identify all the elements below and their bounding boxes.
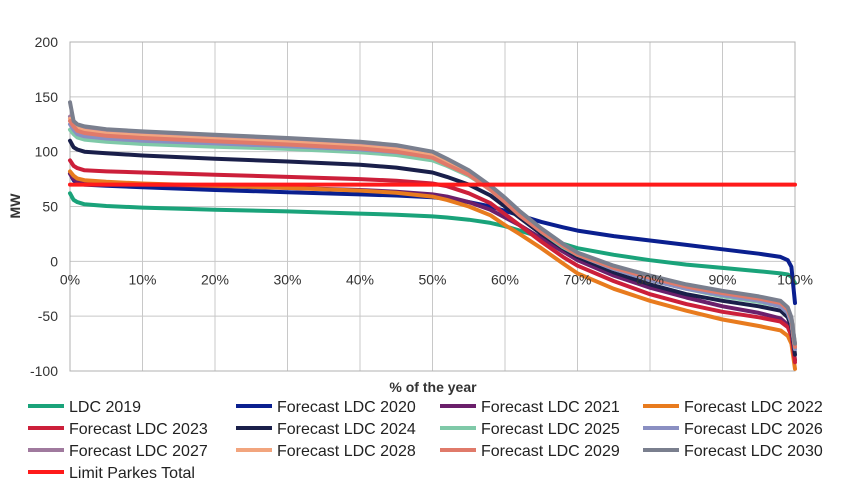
y-tick-label: -100: [30, 363, 58, 379]
legend-label: Forecast LDC 2020: [277, 399, 416, 416]
x-tick-label: 10%: [128, 271, 156, 287]
legend-label: Forecast LDC 2027: [69, 443, 208, 460]
x-tick-label: 30%: [273, 271, 301, 287]
legend-label: Forecast LDC 2024: [277, 421, 416, 438]
legend-label: Limit Parkes Total: [69, 465, 195, 482]
y-tick-label: 150: [35, 89, 59, 105]
x-tick-label: 50%: [418, 271, 446, 287]
legend-label: Forecast LDC 2022: [684, 399, 823, 416]
legend-label: Forecast LDC 2030: [684, 443, 823, 460]
y-tick-label: -50: [38, 308, 58, 324]
series-line-12: [68, 100, 797, 346]
series-lines: [68, 100, 797, 371]
y-tick-labels: 200 150 100 50 0 -50 -100: [30, 34, 58, 379]
y-tick-label: 50: [42, 199, 58, 215]
legend-label: Forecast LDC 2021: [481, 399, 620, 416]
series-line-6: [68, 138, 797, 357]
series-line-5: [68, 158, 797, 365]
y-tick-label: 0: [50, 253, 58, 269]
series-line-1: [68, 191, 797, 286]
x-tick-label: 80%: [636, 271, 664, 287]
series-line-11: [68, 119, 797, 349]
x-tick-label: 60%: [491, 271, 519, 287]
x-tick-labels: 0% 10% 20% 30% 40% 50% 60% 70% 80% 90% 100%: [60, 271, 813, 287]
legend-label: Forecast LDC 2029: [481, 443, 620, 460]
legend: LDC 2019 Forecast LDC 2020 Forecast LDC 20…: [28, 399, 823, 482]
legend-label: Forecast LDC 2028: [277, 443, 416, 460]
x-tick-label: 40%: [346, 271, 374, 287]
x-tick-label: 90%: [708, 271, 736, 287]
x-axis-title: % of the year: [389, 379, 477, 395]
y-tick-label: 200: [35, 34, 59, 50]
y-axis-title: MW: [7, 193, 23, 219]
legend-label: LDC 2019: [69, 399, 141, 416]
x-tick-label: 0%: [60, 271, 80, 287]
x-tick-label: 100%: [777, 271, 813, 287]
x-tick-label: 20%: [201, 271, 229, 287]
legend-label: Forecast LDC 2026: [684, 421, 823, 438]
y-tick-label: 100: [35, 144, 59, 160]
legend-label: Forecast LDC 2023: [69, 421, 208, 438]
legend-label: Forecast LDC 2025: [481, 421, 620, 438]
plot-frame: [69, 41, 796, 372]
x-tick-label: 70%: [563, 271, 591, 287]
